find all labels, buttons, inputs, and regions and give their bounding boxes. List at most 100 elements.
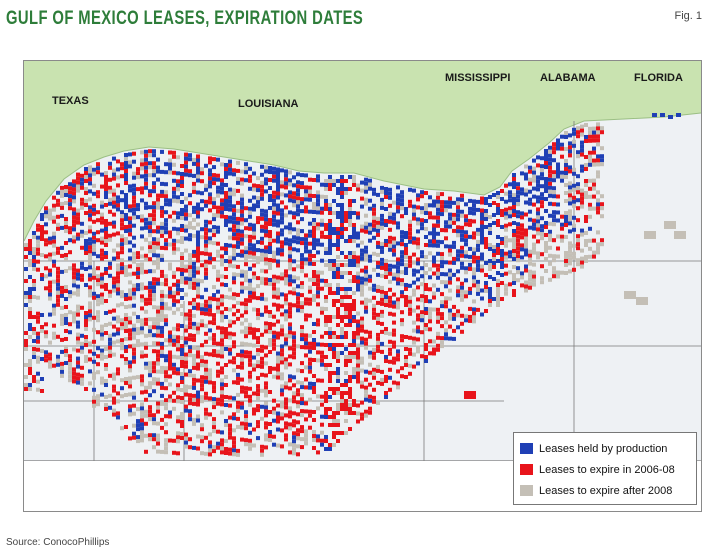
lease-block bbox=[96, 162, 100, 167]
lease-block bbox=[236, 452, 240, 457]
lease-block bbox=[160, 329, 164, 334]
lease-block bbox=[196, 266, 200, 271]
lease-block bbox=[380, 213, 384, 218]
lease-block bbox=[500, 213, 504, 217]
lease-block bbox=[328, 291, 332, 295]
lease-block bbox=[256, 388, 260, 393]
lease-block bbox=[304, 193, 308, 198]
lease-block bbox=[400, 322, 404, 327]
lease-block bbox=[580, 192, 584, 197]
lease-block bbox=[436, 343, 440, 348]
lease-block bbox=[312, 242, 316, 246]
lease-block bbox=[300, 413, 304, 418]
lease-block bbox=[384, 375, 388, 379]
lease-block bbox=[572, 187, 576, 192]
lease-block bbox=[296, 240, 300, 245]
lease-block bbox=[284, 181, 288, 186]
figure-label: Fig. 1 bbox=[674, 10, 702, 22]
lease-block bbox=[428, 195, 432, 200]
lease-block bbox=[288, 230, 292, 235]
lease-block bbox=[548, 237, 552, 242]
lease-block bbox=[336, 267, 340, 271]
lease-block bbox=[540, 276, 544, 281]
lease-block bbox=[184, 216, 188, 221]
lease-block bbox=[336, 391, 340, 395]
lease-block bbox=[304, 185, 308, 190]
lease-block bbox=[152, 381, 156, 386]
lease-block bbox=[152, 253, 156, 258]
lease-block bbox=[444, 304, 448, 309]
lease-block bbox=[452, 304, 456, 309]
lease-block bbox=[208, 220, 212, 225]
lease-block bbox=[272, 210, 276, 215]
lease-block bbox=[292, 279, 296, 284]
lease-block bbox=[592, 238, 596, 243]
lease-block bbox=[44, 238, 48, 243]
lease-block bbox=[176, 211, 180, 216]
lease-block bbox=[112, 172, 116, 177]
lease-block bbox=[304, 301, 308, 306]
lease-block bbox=[200, 439, 204, 444]
lease-block bbox=[388, 263, 392, 268]
lease-block bbox=[136, 251, 140, 256]
lease-block bbox=[272, 342, 276, 347]
lease-block bbox=[132, 375, 136, 380]
lease-block bbox=[280, 328, 284, 333]
lease-block bbox=[68, 266, 72, 271]
lease-block bbox=[336, 271, 340, 275]
lease-block bbox=[128, 164, 132, 169]
lease-block bbox=[668, 115, 673, 119]
lease-block bbox=[420, 282, 424, 287]
lease-block bbox=[256, 284, 260, 289]
lease-block bbox=[496, 299, 500, 303]
lease-block bbox=[480, 220, 484, 225]
lease-block bbox=[568, 133, 572, 138]
lease-block bbox=[68, 358, 72, 363]
lease-block bbox=[272, 166, 276, 171]
lease-block bbox=[40, 237, 44, 241]
lease-block bbox=[356, 287, 360, 292]
lease-block bbox=[48, 280, 52, 285]
lease-block bbox=[260, 364, 264, 369]
lease-block bbox=[264, 425, 268, 430]
lease-block bbox=[412, 340, 416, 345]
lease-block bbox=[252, 335, 256, 340]
lease-block bbox=[204, 323, 208, 328]
lease-block bbox=[164, 294, 168, 299]
lease-block bbox=[148, 153, 152, 158]
lease-block bbox=[336, 247, 340, 251]
lease-block bbox=[160, 269, 164, 274]
lease-block bbox=[288, 242, 292, 247]
lease-block bbox=[516, 242, 520, 247]
lease-block bbox=[116, 399, 120, 404]
lease-block bbox=[288, 442, 292, 447]
lease-block bbox=[184, 360, 188, 365]
lease-block bbox=[220, 442, 224, 447]
lease-block bbox=[556, 218, 560, 223]
lease-block bbox=[208, 448, 212, 453]
lease-block bbox=[380, 189, 384, 194]
lease-block bbox=[168, 366, 172, 371]
lease-block bbox=[144, 345, 148, 350]
lease-block bbox=[224, 307, 228, 311]
lease-block bbox=[344, 315, 348, 319]
lease-block bbox=[512, 205, 516, 209]
lease-block bbox=[100, 216, 104, 221]
lease-block bbox=[76, 372, 80, 377]
lease-block bbox=[392, 300, 396, 305]
lease-block bbox=[240, 269, 244, 274]
lease-block bbox=[576, 186, 580, 191]
lease-block bbox=[600, 154, 604, 159]
lease-block bbox=[372, 371, 376, 376]
lease-block bbox=[284, 241, 288, 246]
lease-block bbox=[528, 249, 532, 254]
lease-block bbox=[412, 352, 416, 357]
lease-block bbox=[580, 152, 584, 157]
lease-block bbox=[164, 370, 168, 375]
lease-block bbox=[252, 195, 256, 200]
lease-block bbox=[312, 382, 316, 386]
lease-block bbox=[116, 287, 120, 292]
lease-block bbox=[516, 278, 520, 283]
lease-block bbox=[136, 315, 140, 320]
lease-block bbox=[208, 192, 212, 197]
